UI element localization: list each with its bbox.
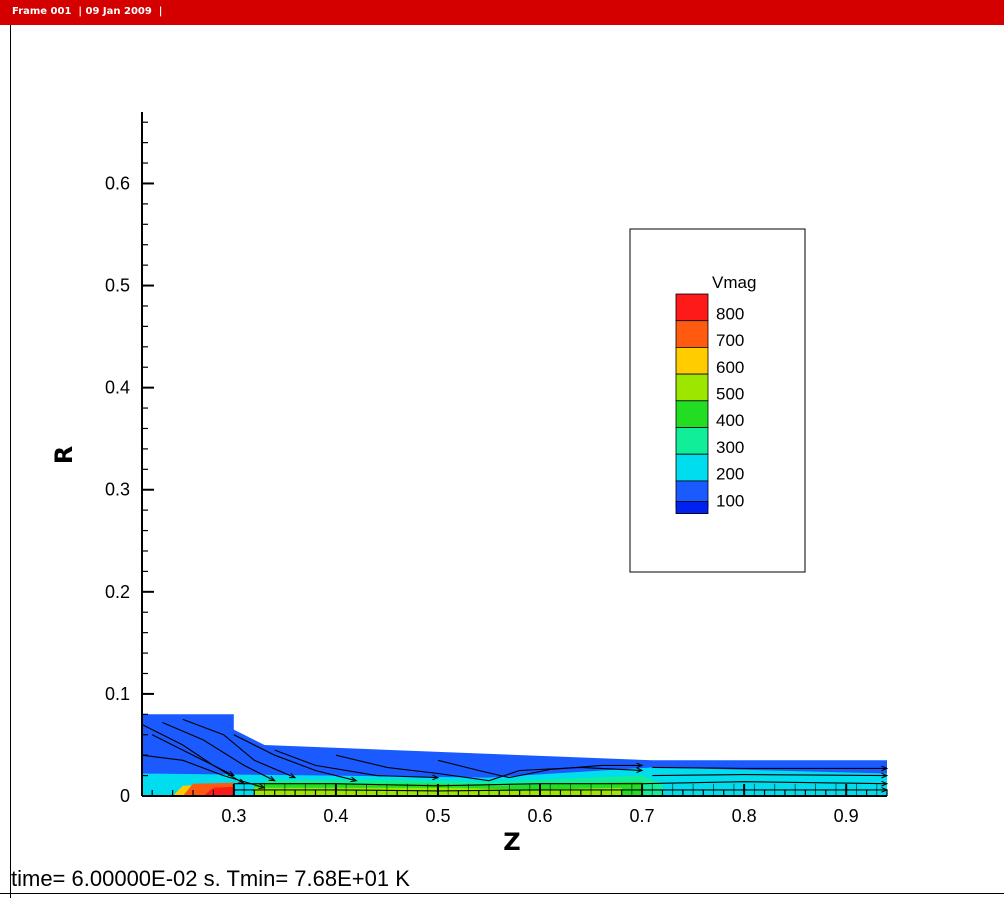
y-tick-label: 0.5 — [105, 276, 130, 296]
streamline-3 — [182, 718, 296, 779]
legend: Vmag 800 700 600 500 400 300 200 100 — [629, 228, 806, 573]
legend-label-700: 700 — [716, 331, 744, 350]
y-tick-label: 0.2 — [105, 582, 130, 602]
legend-label-800: 800 — [716, 304, 744, 323]
streamline-9 — [233, 781, 888, 787]
x-tick-label: 0.9 — [834, 806, 859, 826]
streamline-6 — [274, 749, 439, 779]
streamline-arrow-11 — [881, 765, 889, 772]
streamline-arrow-6 — [432, 774, 440, 781]
x-tick-label: 0.6 — [527, 806, 552, 826]
x-tick-label: 0.7 — [630, 806, 655, 826]
streamline-4 — [141, 754, 265, 789]
legend-swatch-700 — [675, 320, 709, 348]
legend-label-500: 500 — [716, 384, 744, 403]
legend-swatch-400 — [675, 400, 709, 428]
legend-swatch-600 — [675, 346, 709, 375]
legend-box — [629, 228, 806, 573]
frame-left-border — [0, 25, 11, 898]
frame-header-text: Frame 001 | 09 Jan 2009 | — [12, 6, 163, 17]
streamline-11 — [652, 766, 887, 769]
legend-label-100: 100 — [716, 491, 744, 510]
streamline-arrow-1 — [227, 770, 235, 777]
x-axis-title: Z — [503, 828, 520, 856]
streamline-12 — [652, 774, 888, 777]
contour-region-800 — [203, 786, 234, 796]
streamline-5 — [233, 734, 357, 782]
streamline-2 — [162, 721, 275, 782]
y-tick-label: 0.1 — [105, 684, 130, 704]
streamline-arrow-10 — [881, 787, 889, 793]
x-tick-label: 0.4 — [323, 806, 348, 826]
legend-label-400: 400 — [716, 411, 744, 430]
legend-label-600: 600 — [716, 358, 744, 377]
streamline-arrow-2 — [268, 775, 276, 782]
x-tick-label: 0.5 — [425, 806, 450, 826]
y-axis-title: R — [50, 446, 78, 464]
frame-header-bar: Frame 001 | 09 Jan 2009 | — [0, 0, 1004, 25]
streamline-arrow-5 — [350, 776, 358, 783]
streamline-arrow-4 — [258, 783, 266, 789]
legend-swatch-200 — [675, 453, 709, 482]
streamline-arrow-12 — [881, 772, 889, 779]
y-tick-label: 0.6 — [105, 173, 130, 193]
streamline-arrow-3 — [289, 772, 297, 779]
streamline-arrow-9 — [881, 780, 889, 787]
streamline-0 — [141, 724, 245, 785]
legend-title: Vmag — [712, 273, 756, 292]
footer-divider — [0, 893, 1004, 894]
streamline-8 — [437, 759, 643, 779]
streamline-arrow-7 — [636, 767, 644, 774]
legend-label-300: 300 — [716, 438, 744, 457]
y-tick-label: 0 — [120, 786, 130, 806]
y-tick-label: 0.4 — [105, 378, 130, 398]
legend-swatch-800 — [675, 293, 709, 322]
streamline-arrow-8 — [636, 762, 644, 769]
streamline-1 — [151, 734, 235, 777]
legend-swatch-300 — [675, 427, 709, 455]
legend-label-200: 200 — [716, 465, 744, 484]
footer-status-text: time= 6.00000E-02 s. Tmin= 7.68E+01 K — [11, 866, 410, 891]
x-tick-label: 0.3 — [221, 806, 246, 826]
legend-swatch-500 — [675, 373, 709, 402]
axes: 0 0.1 0.2 0.3 0.4 0.5 0.6 0.3 0.4 0.5 0.6 0.7 0.8 0.9… — [50, 112, 888, 856]
x-tick-label: 0.8 — [732, 806, 757, 826]
y-tick-label: 0.3 — [105, 480, 130, 500]
legend-swatch-bottom — [675, 501, 709, 515]
